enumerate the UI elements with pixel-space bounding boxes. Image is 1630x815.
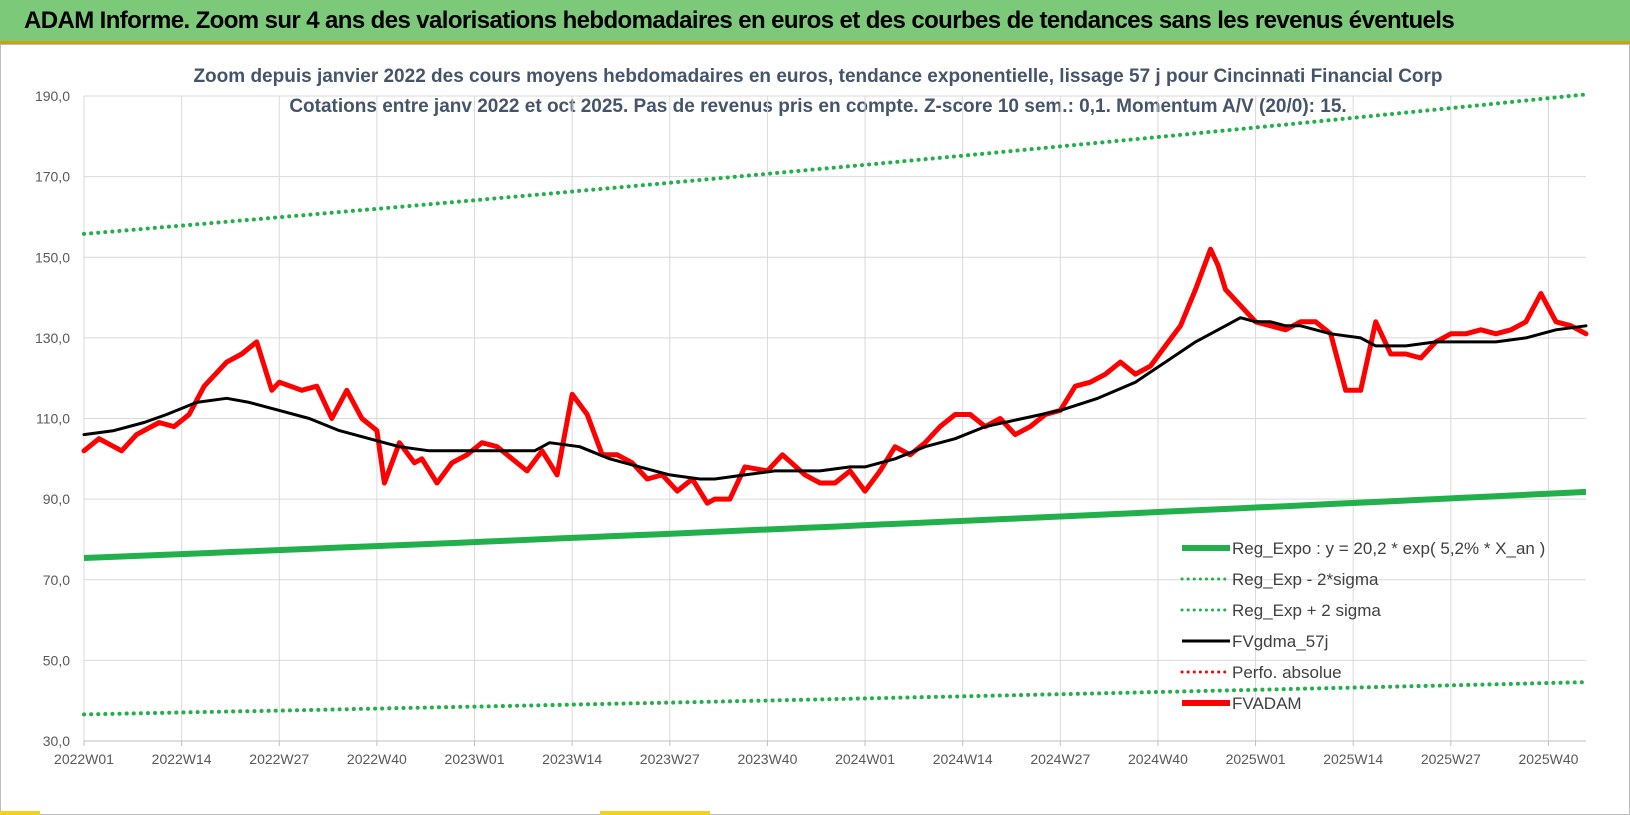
legend-label-fvadam: FVADAM — [1232, 694, 1302, 713]
fvgdma-line — [82, 316, 1588, 481]
reg-minus-2sigma-line — [82, 680, 1588, 717]
x-tick-label: 2022W40 — [347, 751, 407, 767]
legend-label-perfo: Perfo. absolue — [1232, 663, 1342, 682]
y-tick-label: 150,0 — [35, 249, 70, 265]
x-tick-label: 2023W14 — [542, 751, 602, 767]
reg-expo-line — [83, 488, 1587, 561]
x-tick-label: 2025W40 — [1518, 751, 1578, 767]
chart-subtitle: Cotations entre janv 2022 et oct 2025. P… — [289, 96, 1346, 117]
bottom-accent-mid — [600, 811, 710, 815]
y-tick-label: 70,0 — [43, 572, 70, 588]
y-tick-label: 90,0 — [43, 491, 70, 507]
title-banner: ADAM Informe. Zoom sur 4 ans des valoris… — [0, 0, 1630, 44]
x-tick-label: 2025W14 — [1323, 751, 1383, 767]
y-tick-label: 190,0 — [35, 88, 70, 104]
x-tick-label: 2024W27 — [1030, 751, 1090, 767]
grid — [83, 95, 1586, 746]
y-axis: 30,0 50,0 70,0 90,0 110,0 130,0 150,0 170,0 190,… — [35, 88, 70, 749]
series-layer — [81, 92, 1589, 717]
chart-title: Zoom depuis janvier 2022 des cours moyen… — [193, 66, 1442, 87]
page-title: ADAM Informe. Zoom sur 4 ans des valoris… — [24, 7, 1455, 34]
legend-label-fvgdma: FVgdma_57j — [1232, 632, 1328, 651]
x-tick-label: 2022W01 — [54, 751, 114, 767]
x-axis: 2022W01 2022W14 2022W27 2022W40 2023W01 2023W… — [54, 751, 1579, 767]
legend-label-reg_plus: Reg_Exp + 2 sigma — [1232, 601, 1381, 620]
x-tick-label: 2025W27 — [1421, 751, 1481, 767]
reg-plus-2sigma-line — [82, 92, 1588, 236]
legend-label-reg_minus: Reg_Exp - 2*sigma — [1232, 570, 1379, 589]
y-tick-label: 50,0 — [43, 652, 70, 668]
legend-label-reg_expo: Reg_Expo : y = 20,2 * exp( 5,2% * X_an ) — [1232, 539, 1545, 558]
x-tick-label: 2023W27 — [640, 751, 700, 767]
y-tick-label: 170,0 — [35, 169, 70, 185]
x-tick-label: 2025W01 — [1226, 751, 1286, 767]
y-tick-label: 30,0 — [43, 733, 70, 749]
x-tick-label: 2024W40 — [1128, 751, 1188, 767]
y-tick-label: 130,0 — [35, 330, 70, 346]
bottom-accent-left — [0, 811, 40, 815]
x-tick-label: 2022W14 — [152, 751, 212, 767]
y-tick-label: 110,0 — [36, 411, 70, 427]
legend: Reg_Expo : y = 20,2 * exp( 5,2% * X_an )… — [1180, 539, 1545, 713]
fvadam-line — [81, 246, 1589, 506]
x-tick-label: 2022W27 — [249, 751, 309, 767]
x-tick-label: 2023W40 — [737, 751, 797, 767]
x-tick-label: 2023W01 — [445, 751, 505, 767]
x-tick-label: 2024W14 — [933, 751, 993, 767]
x-tick-label: 2024W01 — [835, 751, 895, 767]
